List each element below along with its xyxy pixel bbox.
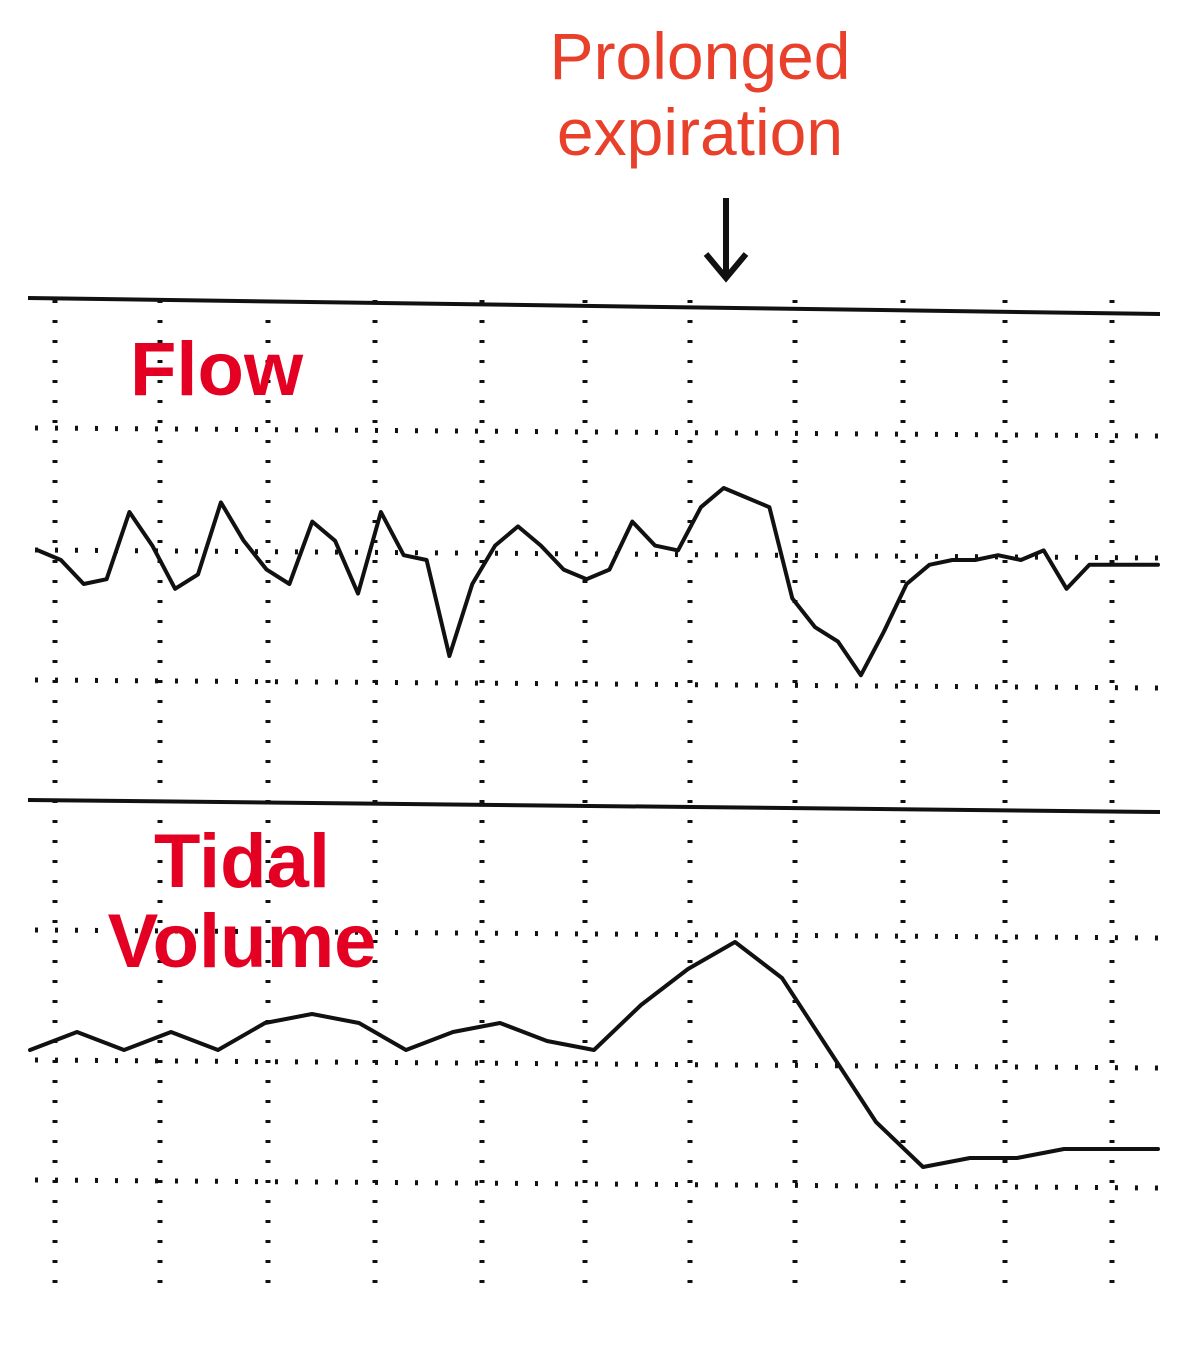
annotation-line-2: expiration (556, 95, 844, 169)
horizontal-gridline (34, 547, 1161, 561)
horizontal-gridline (34, 927, 1161, 941)
horizontal-gridline (34, 425, 1161, 439)
tv-panel-top-border (27, 798, 1161, 814)
horizontal-gridline (34, 1177, 1161, 1191)
flow-panel-top-border (27, 296, 1161, 316)
traces (28, 486, 1160, 1169)
tidal-volume-trace (28, 940, 1160, 1169)
horizontal-gridline (34, 677, 1161, 691)
down-arrow-icon (703, 198, 749, 283)
tidal-volume-label: Tidal Volume (102, 822, 382, 982)
flow-label: Flow (130, 327, 304, 412)
grid (27, 296, 1161, 1300)
prolonged-expiration-annotation: Prolonged expiration (520, 18, 880, 170)
annotation-line-1: Prolonged (549, 19, 851, 93)
flow-trace (36, 486, 1160, 678)
tidal-volume-label-line-2: Volume (107, 899, 377, 984)
horizontal-gridline (34, 1057, 1161, 1071)
tidal-volume-label-line-1: Tidal (154, 819, 330, 904)
